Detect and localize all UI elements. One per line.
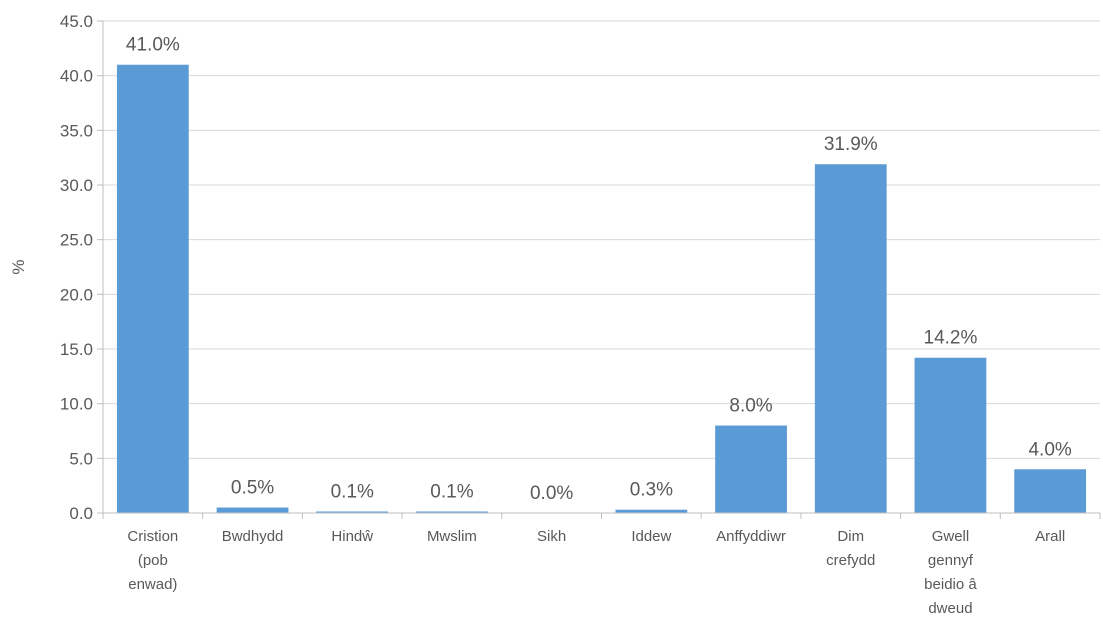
data-label: 4.0% — [1028, 439, 1071, 460]
x-tick-label: Sikh — [537, 528, 566, 545]
bar — [416, 511, 488, 513]
data-label: 41.0% — [126, 35, 180, 56]
y-tick-label: 30.0 — [60, 176, 93, 195]
y-tick-label: 10.0 — [60, 395, 93, 414]
data-labels: 41.0% 0.5% 0.1% 0.1% 0.0% 0.3% 8.0% 31.9% 14.2% 4… — [126, 35, 1072, 504]
data-label: 0.0% — [530, 483, 573, 504]
gridlines — [103, 20, 1100, 459]
y-tick-label: 40.0 — [60, 67, 93, 86]
bar — [116, 64, 189, 513]
x-tick-label: Hindŵ — [331, 528, 373, 545]
data-label: 8.0% — [729, 396, 772, 417]
bar — [216, 507, 289, 513]
data-label: 31.9% — [824, 134, 878, 155]
x-tick-label: Iddew — [631, 528, 671, 545]
y-tick-label: 25.0 — [60, 231, 93, 250]
y-tick-label: 45.0 — [60, 12, 93, 31]
y-tick-label: 15.0 — [60, 340, 93, 359]
bar — [316, 511, 389, 513]
data-label: 0.5% — [231, 478, 274, 499]
y-tick-label: 35.0 — [60, 121, 93, 140]
bar — [1014, 469, 1087, 513]
axes — [97, 20, 1101, 519]
y-tick-label: 0.0 — [69, 504, 93, 523]
x-tick-labels: Cristion (pob enwad) Bwdhydd Hindŵ Mwslim Sikh… — [127, 528, 1065, 617]
bar — [715, 425, 787, 513]
data-label: 14.2% — [924, 328, 978, 349]
bar — [914, 357, 987, 513]
bars — [116, 64, 1087, 513]
y-tick-label: 5.0 — [69, 449, 93, 468]
y-tick-label: 20.0 — [60, 285, 93, 304]
x-tick-label: Bwdhydd — [222, 528, 284, 545]
data-label: 0.1% — [430, 482, 473, 503]
x-tick-label: Dim crefydd — [826, 528, 875, 569]
bar — [615, 509, 688, 513]
bar — [814, 164, 887, 513]
x-tick-label: Gwell gennyf beidio â dweud — [924, 528, 977, 617]
data-label: 0.1% — [331, 482, 374, 503]
x-tick-label: Arall — [1035, 528, 1065, 545]
x-tick-label: Mwslim — [427, 528, 477, 545]
data-label: 0.3% — [630, 480, 673, 501]
y-axis-label: % — [9, 259, 28, 274]
x-tick-label: Cristion (pob enwad) — [127, 528, 178, 593]
y-tick-labels: 0.0 5.0 10.0 15.0 20.0 25.0 30.0 35.0 40.0 45.0 — [60, 12, 93, 523]
x-tick-label: Anffyddiwr — [716, 528, 786, 545]
